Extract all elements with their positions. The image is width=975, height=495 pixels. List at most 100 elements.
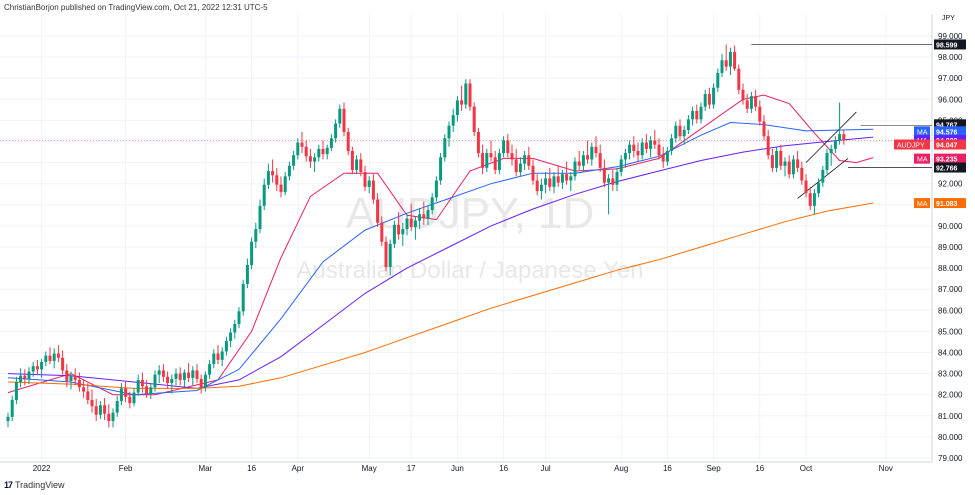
candle-body bbox=[560, 174, 564, 183]
candle-body bbox=[325, 147, 329, 155]
candle-body bbox=[644, 142, 648, 149]
ma20-tag-prefix: MA bbox=[917, 157, 928, 164]
candle-body bbox=[619, 159, 623, 173]
candle-body bbox=[153, 374, 157, 388]
candle-body bbox=[31, 366, 35, 372]
candle-body bbox=[590, 146, 594, 160]
candle-body bbox=[489, 153, 493, 158]
candle-body bbox=[800, 167, 804, 181]
candle-body bbox=[82, 387, 86, 392]
candle-body bbox=[422, 214, 426, 219]
candle-body bbox=[10, 399, 14, 417]
y-tick-label: 85.000 bbox=[938, 327, 963, 336]
candle-body bbox=[581, 155, 585, 166]
candle-body bbox=[787, 161, 791, 175]
candle-body bbox=[212, 353, 216, 365]
candle-body bbox=[464, 83, 468, 105]
candle-body bbox=[724, 60, 728, 67]
candle-body bbox=[594, 146, 598, 154]
ma200-tag: MA 91.083 bbox=[914, 198, 966, 209]
candle-body bbox=[271, 171, 275, 176]
recent-high-tag-text: 94.767 bbox=[936, 122, 958, 129]
tradingview-brand[interactable]: 17 TradingView bbox=[4, 480, 65, 490]
currency-label: JPY bbox=[942, 15, 955, 22]
candle-body bbox=[304, 146, 308, 157]
candle-body bbox=[233, 324, 237, 333]
candle-body bbox=[195, 370, 199, 379]
ma50-tag: MA 94.576 bbox=[914, 126, 966, 137]
candle-body bbox=[556, 176, 560, 183]
last-price-tag-bg bbox=[934, 139, 966, 150]
candle-body bbox=[94, 406, 98, 415]
candle-body bbox=[628, 144, 632, 154]
candle-body bbox=[19, 375, 23, 383]
recent-high-tag-bg bbox=[934, 119, 966, 130]
x-tick-label: May bbox=[362, 464, 377, 473]
candle-body bbox=[569, 176, 573, 181]
candle-body bbox=[376, 199, 380, 223]
y-tick-label: 90.000 bbox=[938, 222, 963, 231]
candle-body bbox=[821, 169, 825, 183]
candle-body bbox=[426, 210, 430, 219]
candle-body bbox=[682, 129, 686, 137]
candle-body bbox=[447, 125, 451, 139]
candle-body bbox=[783, 161, 787, 166]
candle-body bbox=[796, 159, 800, 168]
candle-body bbox=[468, 83, 472, 107]
candle-body bbox=[86, 391, 90, 400]
candle-body bbox=[502, 140, 506, 154]
trendline-upper bbox=[805, 111, 857, 163]
candle-body bbox=[296, 142, 300, 156]
candle-body bbox=[308, 156, 312, 162]
candle-body bbox=[6, 416, 10, 422]
candle-body bbox=[707, 94, 711, 105]
candle-body bbox=[224, 340, 228, 352]
candle-body bbox=[791, 159, 795, 175]
candle-body bbox=[552, 176, 556, 187]
watermark-name: Australian Dollar / Japanese Yen bbox=[297, 257, 644, 284]
x-tick-label: Feb bbox=[119, 464, 133, 473]
ma20-tag-bg bbox=[934, 153, 966, 164]
candle-body bbox=[686, 119, 690, 130]
candle-body bbox=[565, 174, 569, 181]
ma200-tag-bg bbox=[934, 198, 966, 209]
candle-body bbox=[632, 144, 636, 151]
candle-body bbox=[52, 353, 56, 361]
x-tick-label: 16 bbox=[499, 464, 508, 473]
candle-body bbox=[670, 138, 674, 151]
x-tick-label: 17 bbox=[407, 464, 416, 473]
y-tick-label: 84.000 bbox=[938, 349, 963, 358]
candle-body bbox=[733, 51, 737, 69]
candle-body bbox=[409, 218, 413, 227]
candle-body bbox=[216, 353, 220, 360]
y-tick-label: 92.000 bbox=[938, 180, 963, 189]
candle-body bbox=[275, 175, 279, 185]
candle-body bbox=[762, 121, 766, 137]
candle-body bbox=[405, 218, 409, 230]
candle-body bbox=[531, 165, 535, 181]
y-tick-label: 96.000 bbox=[938, 95, 963, 104]
candle-body bbox=[292, 155, 296, 166]
x-tick-label: Jul bbox=[540, 464, 550, 473]
ma200-tag-text: 91.083 bbox=[936, 201, 958, 208]
candle-body bbox=[321, 148, 325, 155]
candle-body bbox=[44, 355, 48, 362]
candle-body bbox=[460, 100, 464, 105]
candle-body bbox=[497, 153, 501, 170]
candle-body bbox=[48, 355, 52, 361]
ma50-tag-bg bbox=[934, 126, 966, 137]
candle-body bbox=[132, 392, 136, 404]
candle-body bbox=[523, 155, 527, 164]
candle-body bbox=[434, 180, 438, 198]
watermark-symbol: AUDJPY, 1D bbox=[346, 189, 595, 238]
candle-body bbox=[665, 150, 669, 162]
candle-body bbox=[779, 150, 783, 166]
candle-body bbox=[338, 108, 342, 124]
candle-body bbox=[401, 229, 405, 235]
publisher-caption: ChristianBorjon published on TradingView… bbox=[4, 3, 268, 12]
candle-body bbox=[716, 72, 720, 88]
candle-body bbox=[262, 184, 266, 206]
candle-body bbox=[758, 106, 762, 122]
candle-body bbox=[23, 375, 27, 379]
